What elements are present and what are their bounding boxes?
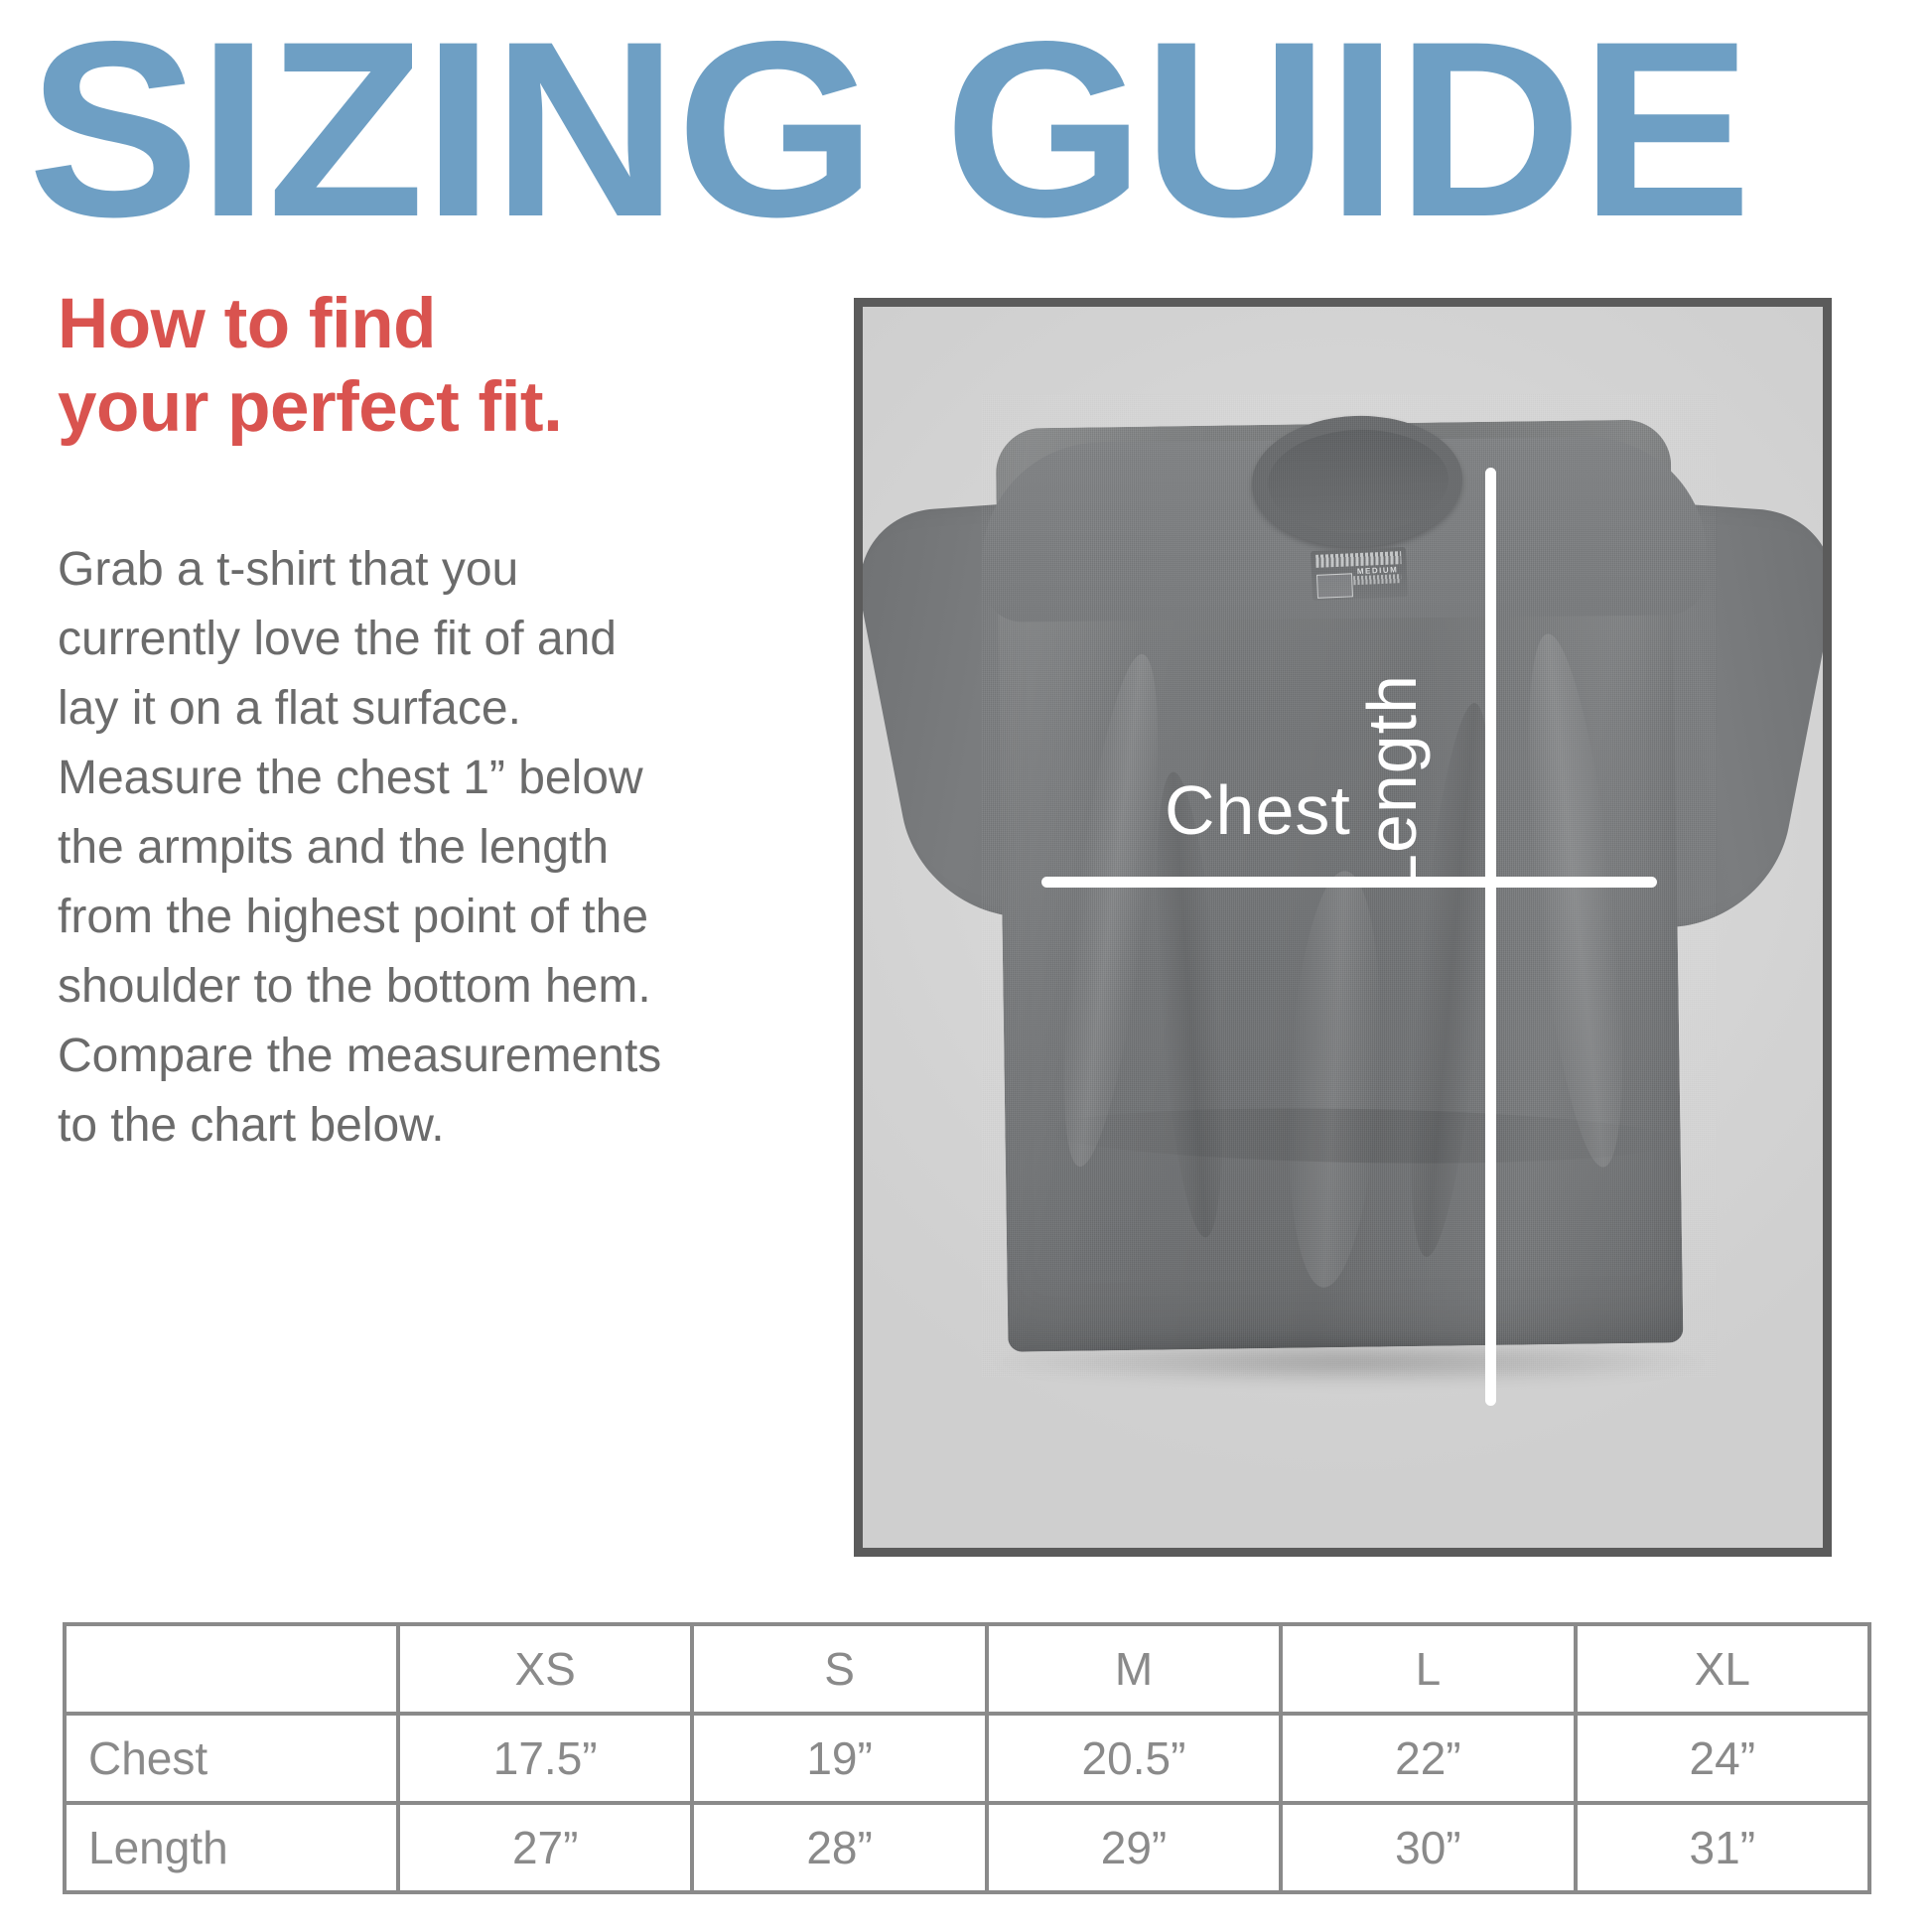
chest-value-s: 19” <box>690 1712 989 1805</box>
length-value-m: 29” <box>984 1801 1284 1894</box>
table-row: Length 27” 28” 29” 30” 31” <box>63 1801 1872 1894</box>
length-value-l: 30” <box>1279 1801 1578 1894</box>
chest-value-xs: 17.5” <box>395 1712 695 1805</box>
size-chart-body: Chest 17.5” 19” 20.5” 22” 24” Length 27”… <box>63 1712 1872 1894</box>
table-corner-cell <box>63 1622 400 1716</box>
tshirt-photo-frame: MEDIUM Chest Length <box>854 298 1832 1557</box>
neck-tag-care-text <box>1353 574 1402 586</box>
chest-measurement-label: Chest <box>1165 771 1351 849</box>
table-row: Chest 17.5” 19” 20.5” 22” 24” <box>63 1712 1872 1805</box>
size-column-header-xs: XS <box>395 1622 695 1716</box>
page-title-text: SIZING GUIDE <box>28 0 1752 269</box>
row-label-length: Length <box>63 1801 400 1894</box>
size-column-header-m: M <box>984 1622 1284 1716</box>
instructions-paragraph: Grab a t-shirt that you currently love t… <box>58 543 662 1152</box>
instructions-column: How to find your perfect fit. Grab a t-s… <box>58 283 673 1208</box>
neck-tag-icon <box>1315 573 1354 599</box>
size-chart-table: XS S M L XL Chest 17.5” 19” 20.5” 22” 24… <box>63 1622 1872 1894</box>
subheading: How to find your perfect fit. <box>58 283 673 450</box>
size-column-header-l: L <box>1279 1622 1578 1716</box>
tshirt-drop-shadow <box>992 1339 1707 1385</box>
table-row: XS S M L XL <box>63 1622 1872 1716</box>
size-column-header-s: S <box>690 1622 989 1716</box>
row-label-chest: Chest <box>63 1712 400 1805</box>
tshirt-photo-backdrop: MEDIUM Chest Length <box>863 307 1823 1548</box>
chest-value-l: 22” <box>1279 1712 1578 1805</box>
subheading-line-2: your perfect fit. <box>58 368 563 447</box>
tshirt-neck-tag: MEDIUM <box>1310 546 1409 602</box>
chest-value-xl: 24” <box>1573 1712 1872 1805</box>
chest-measurement-line <box>1041 877 1657 888</box>
size-column-header-xl: XL <box>1573 1622 1872 1716</box>
subheading-line-1: How to find <box>58 285 436 363</box>
length-value-xs: 27” <box>395 1801 695 1894</box>
length-value-xl: 31” <box>1573 1801 1872 1894</box>
length-measurement-label: Length <box>1353 673 1431 893</box>
length-measurement-line <box>1485 468 1496 1406</box>
size-chart-header: XS S M L XL <box>63 1622 1872 1716</box>
page-title: SIZING GUIDE <box>28 0 1932 269</box>
chest-value-m: 20.5” <box>984 1712 1284 1805</box>
length-value-s: 28” <box>690 1801 989 1894</box>
